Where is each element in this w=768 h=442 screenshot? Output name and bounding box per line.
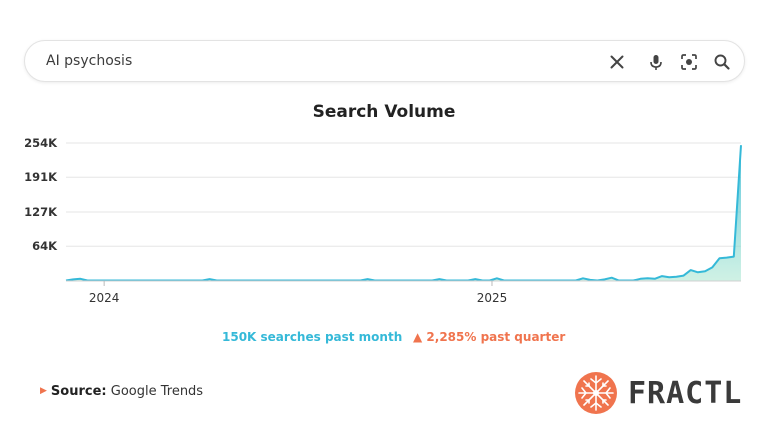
search-query[interactable]: AI psychosis xyxy=(46,53,133,69)
y-tick-label: 64K xyxy=(32,239,58,253)
series-area xyxy=(66,145,741,281)
close-icon[interactable] xyxy=(607,52,627,72)
microphone-icon[interactable] xyxy=(646,52,666,72)
search-bar[interactable]: AI psychosis xyxy=(24,40,745,82)
source-note: ▶ Source: Google Trends xyxy=(40,384,203,399)
y-tick-label: 127K xyxy=(24,205,58,219)
bullet-arrow-icon: ▶ xyxy=(40,386,47,396)
search-volume-chart: 254K 191K 127K 64K 2024 2025 xyxy=(24,136,742,305)
starburst-icon xyxy=(575,372,617,414)
brand-name: FRACTL xyxy=(628,376,743,411)
x-tick-label: 2024 xyxy=(89,291,120,305)
search-icon[interactable] xyxy=(712,52,732,72)
series-line xyxy=(65,145,742,282)
source-value: Google Trends xyxy=(110,384,204,399)
y-tick-label: 254K xyxy=(24,136,58,150)
source-label: Source: xyxy=(50,384,107,399)
quarter-change: ▲ 2,285% past quarter xyxy=(413,330,566,344)
lens-icon[interactable] xyxy=(679,52,699,72)
y-tick-label: 191K xyxy=(24,170,58,184)
chart-title: Search Volume xyxy=(312,102,456,122)
x-tick-label: 2025 xyxy=(477,291,508,305)
searches-past-month: 150K searches past month xyxy=(222,330,403,344)
